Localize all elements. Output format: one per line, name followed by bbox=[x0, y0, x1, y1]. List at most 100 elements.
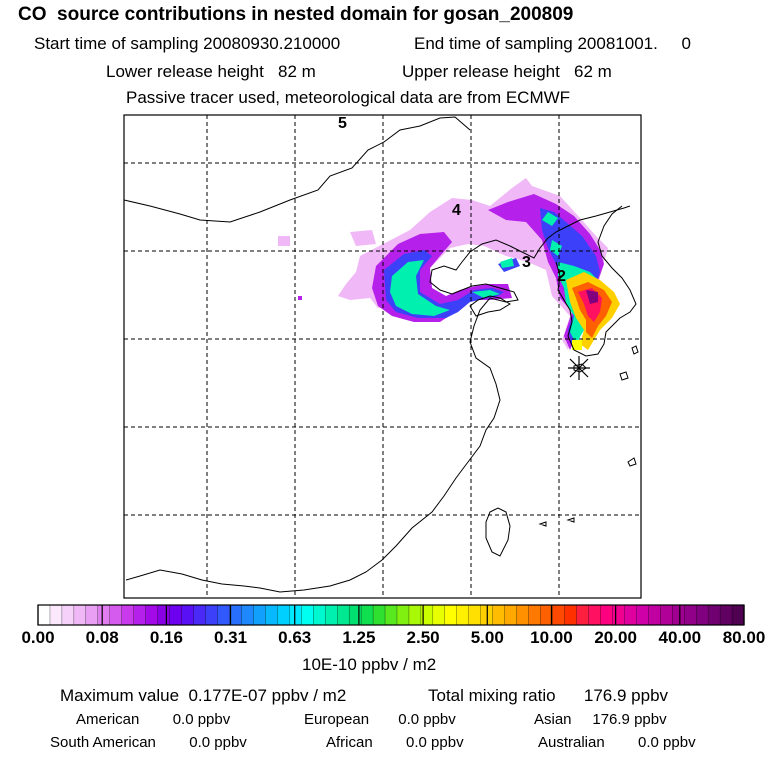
colorbar-swatch bbox=[241, 604, 254, 626]
plume-peak bbox=[586, 290, 598, 304]
colorbar-swatch bbox=[253, 604, 266, 626]
colorbar-swatch bbox=[181, 604, 195, 626]
colorbar-swatch bbox=[672, 604, 685, 626]
colorbar-swatch bbox=[109, 604, 123, 626]
plume-cyan bbox=[390, 212, 600, 344]
colorbar-swatch bbox=[73, 604, 87, 626]
colorbar-swatch bbox=[612, 604, 625, 626]
colorbar-swatch bbox=[169, 604, 183, 626]
colorbar-swatch bbox=[564, 604, 578, 626]
colorbar-swatch bbox=[719, 604, 733, 626]
colorbar-swatch bbox=[49, 604, 63, 626]
colorbar-swatch bbox=[229, 604, 242, 626]
colorbar-swatch bbox=[313, 604, 326, 626]
plume-field bbox=[278, 178, 620, 350]
colorbar-swatch bbox=[695, 604, 709, 626]
colorbar-swatch bbox=[121, 604, 135, 626]
colorbar-swatch bbox=[731, 604, 745, 626]
maximum-value-label: Maximum value 0.177E-07 ppbv / m2 bbox=[60, 686, 347, 705]
coastline-bohai bbox=[125, 239, 519, 593]
colorbar-swatch bbox=[456, 604, 470, 626]
colorbar-tick-label: 5.00 bbox=[470, 628, 504, 647]
colorbar-swatch bbox=[336, 604, 350, 626]
end-time-label: End time of sampling 20081001. 0 bbox=[414, 34, 691, 53]
colorbar-swatch bbox=[684, 604, 697, 626]
colorbar-tick-label: 20.00 bbox=[594, 628, 637, 647]
colorbar-swatch bbox=[205, 604, 219, 626]
colorbar-swatch bbox=[325, 604, 338, 626]
colorbar-swatch bbox=[528, 604, 542, 626]
colorbar-swatch bbox=[277, 604, 290, 626]
colorbar-swatch bbox=[145, 604, 159, 626]
lat-lon-grid bbox=[124, 115, 641, 598]
colorbar-swatch bbox=[600, 604, 613, 626]
colorbar-swatch bbox=[301, 604, 314, 626]
colorbar-swatch bbox=[85, 604, 99, 626]
colorbar-tick-label: 0.31 bbox=[213, 628, 248, 647]
colorbar-swatch bbox=[37, 604, 51, 626]
plot-title: CO source contributions in nested domain… bbox=[18, 4, 574, 25]
colorbar-swatch bbox=[576, 604, 589, 626]
colorbar-tick-label: 0.08 bbox=[85, 628, 119, 647]
region-label-2: 2 bbox=[557, 268, 566, 285]
colorbar-swatch bbox=[61, 604, 75, 626]
coastline-liaodong bbox=[509, 205, 631, 259]
colorbar-swatch bbox=[348, 604, 362, 626]
colorbar-swatch bbox=[468, 604, 482, 626]
colorbar-tick-label: 0.16 bbox=[149, 628, 183, 647]
lower-release-height: Lower release height 82 m bbox=[106, 62, 316, 81]
american-contribution: American 0.0 ppbv bbox=[76, 711, 231, 728]
island-taiwan bbox=[485, 507, 511, 557]
colorbar-tick-label: 0.63 bbox=[278, 628, 312, 647]
colorbar-swatch bbox=[97, 604, 111, 626]
african-contribution: African 0.0 ppbv bbox=[326, 734, 464, 751]
tracer-info: Passive tracer used, meteorological data… bbox=[126, 88, 571, 107]
region-label-3: 3 bbox=[522, 254, 531, 271]
colorbar-tick-label: 2.50 bbox=[406, 628, 440, 647]
colorbar-swatch bbox=[265, 604, 278, 626]
colorbar-tick-label: 0.00 bbox=[21, 628, 55, 647]
region-label-5: 5 bbox=[338, 115, 347, 132]
colorbar bbox=[37, 604, 745, 626]
colorbar-swatch bbox=[516, 604, 530, 626]
colorbar-swatch bbox=[217, 604, 231, 626]
colorbar-swatch bbox=[384, 604, 398, 626]
colorbar-swatch bbox=[504, 604, 518, 626]
colorbar-swatch bbox=[636, 604, 649, 626]
start-time-label: Start time of sampling 20080930.210000 bbox=[34, 34, 341, 53]
colorbar-tick-label: 40.00 bbox=[658, 628, 702, 647]
australian-contribution: Australian 0.0 ppbv bbox=[538, 734, 696, 751]
coastline-north bbox=[123, 116, 471, 223]
island-jeju bbox=[573, 363, 587, 373]
colorbar-swatch bbox=[157, 604, 171, 626]
total-mixing-ratio-label: Total mixing ratio 176.9 ppbv bbox=[428, 686, 669, 705]
south-american-contribution: South American 0.0 ppbv bbox=[50, 734, 247, 751]
receptor-star-icon bbox=[568, 356, 590, 380]
upper-release-height: Upper release height 62 m bbox=[402, 62, 612, 81]
asian-contribution: Asian 176.9 ppbv bbox=[534, 711, 667, 728]
colorbar-major-ticks bbox=[37, 605, 745, 625]
colorbar-swatch bbox=[372, 604, 386, 626]
colorbar-swatch bbox=[648, 604, 661, 626]
coastline-shandong bbox=[469, 295, 511, 317]
colorbar-swatch bbox=[193, 604, 207, 626]
colorbar-swatch bbox=[408, 604, 422, 626]
map-frame bbox=[123, 114, 642, 599]
colorbar-swatch bbox=[660, 604, 673, 626]
colorbar-swatch bbox=[444, 604, 458, 626]
european-contribution: European 0.0 ppbv bbox=[304, 711, 456, 728]
region-label-4: 4 bbox=[452, 202, 461, 219]
colorbar-tick-label: 80.00 bbox=[722, 628, 766, 647]
colorbar-unit-label: 10E-10 ppbv / m2 bbox=[302, 655, 437, 674]
colorbar-swatch bbox=[588, 604, 601, 626]
colorbar-swatch bbox=[624, 604, 637, 626]
colorbar-swatch bbox=[707, 604, 721, 626]
colorbar-swatch bbox=[289, 604, 302, 626]
colorbar-tick-label: 1.25 bbox=[342, 628, 376, 647]
colorbar-tick-label: 10.00 bbox=[530, 628, 573, 647]
coastlines bbox=[123, 116, 639, 593]
coastline-korea bbox=[555, 205, 637, 357]
colorbar-swatch bbox=[552, 604, 566, 626]
colorbar-swatch bbox=[396, 604, 410, 626]
